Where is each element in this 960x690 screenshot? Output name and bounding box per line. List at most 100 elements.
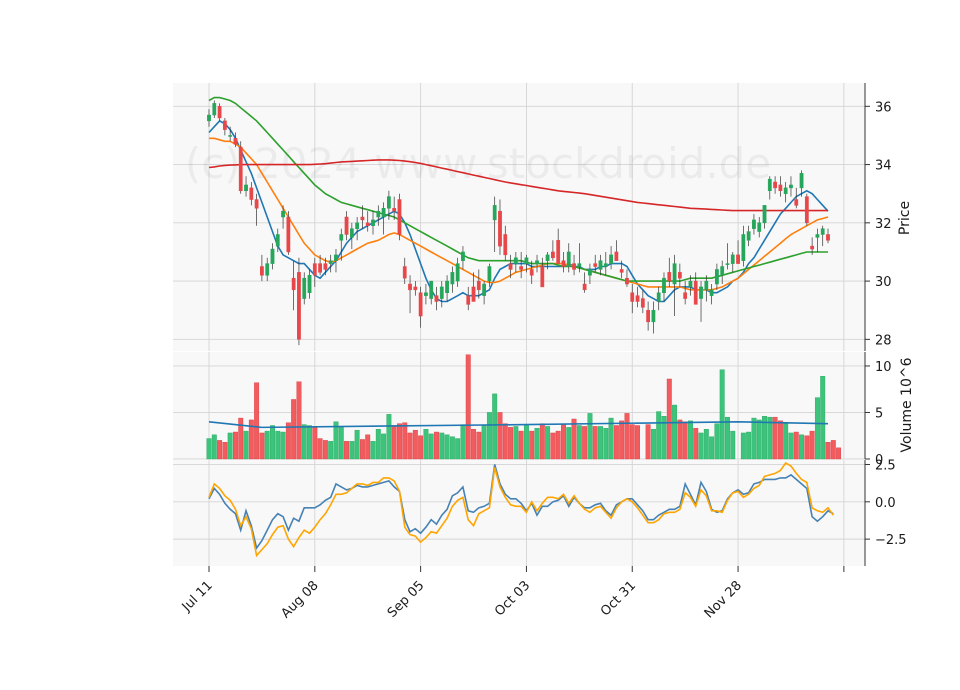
candle-body [270, 248, 275, 264]
candle-body [334, 254, 338, 261]
volume-bar [280, 431, 286, 460]
volume-bar [693, 428, 699, 460]
watermark: (c) 2024 www.stockdroid.de [185, 139, 771, 188]
volume-bar [412, 429, 418, 460]
price-y-tick-label: 30 [875, 275, 892, 290]
candle-body [630, 292, 635, 302]
candle-body [275, 234, 280, 247]
candle-body [789, 184, 793, 189]
volume-bar [301, 424, 307, 460]
candle-body [355, 222, 360, 229]
oscillator-line [208, 461, 834, 558]
volume-bar [449, 436, 455, 460]
volume-bar [523, 425, 529, 460]
volume-bar [703, 429, 709, 460]
volume-bar [751, 417, 757, 460]
candle-body [244, 184, 248, 192]
candle-body [572, 263, 576, 270]
candle-body [715, 269, 719, 285]
candle-body [376, 210, 381, 218]
candle-body [503, 234, 508, 256]
volume-bar [576, 425, 582, 460]
volume-bar [804, 435, 810, 460]
volume-bar [682, 421, 688, 460]
candle-body [519, 266, 524, 270]
volume-bar [508, 427, 514, 460]
volume-bar [238, 417, 244, 460]
candle-body [291, 277, 296, 291]
volume-bar [370, 441, 376, 460]
volume-bar [259, 432, 265, 460]
volume-bar [624, 413, 630, 460]
candle-body [577, 263, 582, 267]
candle-body [688, 280, 693, 288]
candle-body [445, 280, 449, 293]
volume-bar [465, 354, 471, 460]
moving-average-line [208, 119, 829, 303]
candle-body [799, 173, 804, 189]
candle-body [625, 277, 629, 285]
volume-bar [317, 438, 323, 460]
volume-bar [444, 434, 450, 460]
candle-body [529, 269, 534, 276]
candle-body [535, 260, 539, 264]
candle-body [656, 292, 661, 302]
volume-bar [592, 426, 598, 460]
x-tick-label: Sep 05 [385, 578, 428, 621]
candle-body [238, 146, 243, 192]
volume-bar [645, 424, 651, 460]
volume-bar [222, 442, 228, 460]
candle-body [461, 251, 465, 261]
candle-body [556, 240, 561, 264]
candle-body [762, 205, 767, 224]
price-y-tick-label: 28 [875, 333, 892, 348]
volume-y-tick-label: 0 [875, 453, 883, 468]
candle-body [693, 280, 698, 305]
candle-body [360, 216, 365, 221]
volume-bar [730, 430, 736, 460]
candle-body [508, 263, 513, 270]
volume-axis-title: Volume 10^6 [899, 357, 915, 452]
candle-body [318, 263, 322, 273]
candle-body [746, 231, 751, 241]
moving-average-line [208, 96, 828, 282]
volume-bar [492, 393, 498, 460]
volume-bar [666, 378, 672, 460]
candle-body [286, 216, 291, 253]
candle-body [730, 254, 735, 264]
candle-body [826, 234, 830, 241]
volume-bar [460, 424, 466, 460]
volume-bar [719, 369, 725, 460]
price-y-tick-label: 34 [875, 159, 892, 174]
candle-body [392, 208, 397, 212]
volume-bar [571, 418, 577, 460]
volume-bar [328, 441, 334, 460]
volume-bar [217, 440, 223, 460]
volume-bar [233, 431, 238, 460]
volume-y-tick-label: 10 [875, 360, 892, 375]
volume-bar [709, 436, 715, 460]
volume-bar [830, 440, 836, 460]
candle-body [741, 234, 746, 261]
candle-body [439, 286, 444, 299]
candle-body [466, 295, 471, 305]
volume-bar [402, 422, 408, 460]
volume-bar [550, 432, 556, 460]
volume-bar [206, 438, 212, 460]
volume-bar [762, 416, 767, 460]
volume-bar [211, 434, 217, 460]
candle-body [640, 298, 645, 308]
volume-bar [698, 432, 704, 460]
volume-bar [603, 428, 609, 460]
candle-body [720, 266, 725, 276]
volume-bar [598, 426, 603, 460]
candle-body [402, 266, 407, 279]
volume-bar [635, 425, 640, 460]
candle-body [566, 251, 571, 267]
candle-body [794, 199, 799, 206]
candle-body [646, 309, 651, 323]
volume-bar [481, 425, 487, 460]
volume-bar [354, 429, 360, 460]
x-tick-label: Nov 28 [702, 578, 745, 621]
